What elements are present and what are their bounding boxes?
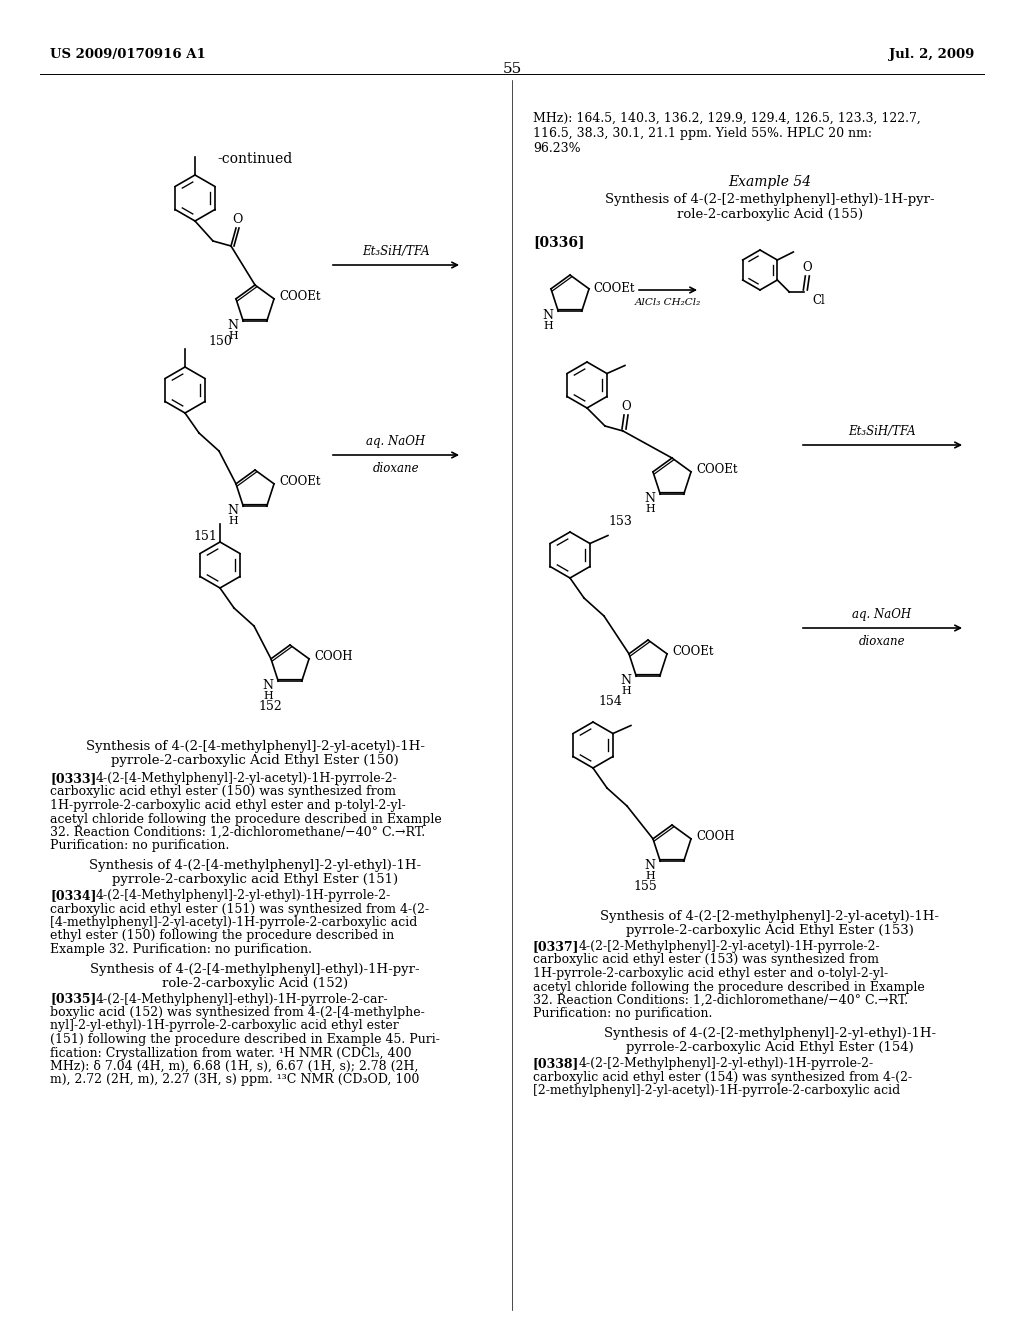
Text: 4-(2-[4-Methylphenyl]-ethyl)-1H-pyrrole-2-car-: 4-(2-[4-Methylphenyl]-ethyl)-1H-pyrrole-… xyxy=(96,993,389,1006)
Text: 155: 155 xyxy=(633,880,656,894)
Text: Synthesis of 4-(2-[2-methylphenyl]-2-yl-ethyl)-1H-: Synthesis of 4-(2-[2-methylphenyl]-2-yl-… xyxy=(604,1027,936,1040)
Text: N: N xyxy=(621,673,632,686)
Text: acetyl chloride following the procedure described in Example: acetyl chloride following the procedure … xyxy=(534,981,925,994)
Text: (151) following the procedure described in Example 45. Puri-: (151) following the procedure described … xyxy=(50,1034,440,1045)
Text: O: O xyxy=(803,261,812,275)
Text: H: H xyxy=(228,331,239,341)
Text: N: N xyxy=(645,491,655,504)
Text: AlCl₃ CH₂Cl₂: AlCl₃ CH₂Cl₂ xyxy=(635,298,701,308)
Text: dioxane: dioxane xyxy=(859,635,905,648)
Text: COOEt: COOEt xyxy=(593,282,635,296)
Text: Purification: no purification.: Purification: no purification. xyxy=(534,1007,713,1020)
Text: [4-methylphenyl]-2-yl-acetyl)-1H-pyrrole-2-carboxylic acid: [4-methylphenyl]-2-yl-acetyl)-1H-pyrrole… xyxy=(50,916,418,929)
Text: MHz): δ 7.04 (4H, m), 6.68 (1H, s), 6.67 (1H, s); 2.78 (2H,: MHz): δ 7.04 (4H, m), 6.68 (1H, s), 6.67… xyxy=(50,1060,419,1073)
Text: nyl]-2-yl-ethyl)-1H-pyrrole-2-carboxylic acid ethyl ester: nyl]-2-yl-ethyl)-1H-pyrrole-2-carboxylic… xyxy=(50,1019,398,1032)
Text: [2-methylphenyl]-2-yl-acetyl)-1H-pyrrole-2-carboxylic acid: [2-methylphenyl]-2-yl-acetyl)-1H-pyrrole… xyxy=(534,1084,900,1097)
Text: Synthesis of 4-(2-[4-methylphenyl]-2-yl-acetyl)-1H-: Synthesis of 4-(2-[4-methylphenyl]-2-yl-… xyxy=(85,741,425,752)
Text: carboxylic acid ethyl ester (151) was synthesized from 4-(2-: carboxylic acid ethyl ester (151) was sy… xyxy=(50,903,429,916)
Text: Jul. 2, 2009: Jul. 2, 2009 xyxy=(889,48,974,61)
Text: COOH: COOH xyxy=(314,651,352,664)
Text: 4-(2-[2-Methylphenyl]-2-yl-acetyl)-1H-pyrrole-2-: 4-(2-[2-Methylphenyl]-2-yl-acetyl)-1H-py… xyxy=(579,940,881,953)
Text: Synthesis of 4-(2-[4-methylphenyl]-2-yl-ethyl)-1H-: Synthesis of 4-(2-[4-methylphenyl]-2-yl-… xyxy=(89,859,421,873)
Text: 32. Reaction Conditions: 1,2-dichloromethane/−40° C.→RT.: 32. Reaction Conditions: 1,2-dichloromet… xyxy=(534,994,908,1007)
Text: COOH: COOH xyxy=(696,830,734,843)
Text: Synthesis of 4-(2-[2-methylphenyl]-2-yl-acetyl)-1H-: Synthesis of 4-(2-[2-methylphenyl]-2-yl-… xyxy=(600,909,939,923)
Text: 153: 153 xyxy=(608,515,632,528)
Text: dioxane: dioxane xyxy=(373,462,419,475)
Text: Et₃SiH/TFA: Et₃SiH/TFA xyxy=(362,246,430,257)
Text: aq. NaOH: aq. NaOH xyxy=(367,436,426,447)
Text: N: N xyxy=(227,318,239,331)
Text: N: N xyxy=(645,859,655,871)
Text: 116.5, 38.3, 30.1, 21.1 ppm. Yield 55%. HPLC 20 nm:: 116.5, 38.3, 30.1, 21.1 ppm. Yield 55%. … xyxy=(534,127,872,140)
Text: pyrrole-2-carboxylic acid Ethyl Ester (151): pyrrole-2-carboxylic acid Ethyl Ester (1… xyxy=(112,873,398,886)
Text: O: O xyxy=(231,213,243,226)
Text: 96.23%: 96.23% xyxy=(534,143,581,154)
Text: COOEt: COOEt xyxy=(696,463,737,477)
Text: Synthesis of 4-(2-[2-methylphenyl]-ethyl)-1H-pyr-: Synthesis of 4-(2-[2-methylphenyl]-ethyl… xyxy=(605,193,935,206)
Text: [0334]: [0334] xyxy=(50,888,96,902)
Text: MHz): 164.5, 140.3, 136.2, 129.9, 129.4, 126.5, 123.3, 122.7,: MHz): 164.5, 140.3, 136.2, 129.9, 129.4,… xyxy=(534,112,921,125)
Text: H: H xyxy=(544,321,553,331)
Text: [0337]: [0337] xyxy=(534,940,580,953)
Text: N: N xyxy=(263,678,273,692)
Text: Purification: no purification.: Purification: no purification. xyxy=(50,840,229,853)
Text: pyrrole-2-carboxylic Acid Ethyl Ester (154): pyrrole-2-carboxylic Acid Ethyl Ester (1… xyxy=(626,1041,913,1053)
Text: acetyl chloride following the procedure described in Example: acetyl chloride following the procedure … xyxy=(50,813,441,825)
Text: N: N xyxy=(227,504,239,516)
Text: 4-(2-[4-Methylphenyl]-2-yl-ethyl)-1H-pyrrole-2-: 4-(2-[4-Methylphenyl]-2-yl-ethyl)-1H-pyr… xyxy=(96,888,391,902)
Text: carboxylic acid ethyl ester (150) was synthesized from: carboxylic acid ethyl ester (150) was sy… xyxy=(50,785,396,799)
Text: role-2-carboxylic Acid (152): role-2-carboxylic Acid (152) xyxy=(162,977,348,990)
Text: ethyl ester (150) following the procedure described in: ethyl ester (150) following the procedur… xyxy=(50,929,394,942)
Text: H: H xyxy=(622,686,631,696)
Text: 4-(2-[4-Methylphenyl]-2-yl-acetyl)-1H-pyrrole-2-: 4-(2-[4-Methylphenyl]-2-yl-acetyl)-1H-py… xyxy=(96,772,397,785)
Text: 154: 154 xyxy=(598,696,622,708)
Text: Example 54: Example 54 xyxy=(728,176,812,189)
Text: 32. Reaction Conditions: 1,2-dichloromethane/−40° C.→RT.: 32. Reaction Conditions: 1,2-dichloromet… xyxy=(50,826,425,840)
Text: carboxylic acid ethyl ester (153) was synthesized from: carboxylic acid ethyl ester (153) was sy… xyxy=(534,953,879,966)
Text: COOEt: COOEt xyxy=(672,645,714,659)
Text: COOEt: COOEt xyxy=(279,475,321,488)
Text: pyrrole-2-carboxylic Acid Ethyl Ester (153): pyrrole-2-carboxylic Acid Ethyl Ester (1… xyxy=(626,924,914,937)
Text: H: H xyxy=(645,504,655,515)
Text: 152: 152 xyxy=(258,700,282,713)
Text: 55: 55 xyxy=(503,62,521,77)
Text: -continued: -continued xyxy=(217,152,293,166)
Text: US 2009/0170916 A1: US 2009/0170916 A1 xyxy=(50,48,206,61)
Text: Cl: Cl xyxy=(812,294,825,308)
Text: O: O xyxy=(622,400,631,413)
Text: COOEt: COOEt xyxy=(279,290,321,304)
Text: [0336]: [0336] xyxy=(534,235,585,249)
Text: role-2-carboxylic Acid (155): role-2-carboxylic Acid (155) xyxy=(677,209,863,220)
Text: N: N xyxy=(543,309,554,322)
Text: Synthesis of 4-(2-[4-methylphenyl]-ethyl)-1H-pyr-: Synthesis of 4-(2-[4-methylphenyl]-ethyl… xyxy=(90,962,420,975)
Text: 1H-pyrrole-2-carboxylic acid ethyl ester and p-tolyl-2-yl-: 1H-pyrrole-2-carboxylic acid ethyl ester… xyxy=(50,799,406,812)
Text: [0338]: [0338] xyxy=(534,1057,580,1071)
Text: H: H xyxy=(228,516,239,527)
Text: [0335]: [0335] xyxy=(50,993,96,1006)
Text: Example 32. Purification: no purification.: Example 32. Purification: no purificatio… xyxy=(50,942,312,956)
Text: m), 2.72 (2H, m), 2.27 (3H, s) ppm. ¹³C NMR (CD₃OD, 100: m), 2.72 (2H, m), 2.27 (3H, s) ppm. ¹³C … xyxy=(50,1073,420,1086)
Text: H: H xyxy=(263,692,273,701)
Text: 150: 150 xyxy=(208,335,232,348)
Text: 1H-pyrrole-2-carboxylic acid ethyl ester and o-tolyl-2-yl-: 1H-pyrrole-2-carboxylic acid ethyl ester… xyxy=(534,968,888,979)
Text: Et₃SiH/TFA: Et₃SiH/TFA xyxy=(848,425,915,438)
Text: aq. NaOH: aq. NaOH xyxy=(852,609,911,620)
Text: 4-(2-[2-Methylphenyl]-2-yl-ethyl)-1H-pyrrole-2-: 4-(2-[2-Methylphenyl]-2-yl-ethyl)-1H-pyr… xyxy=(579,1057,874,1071)
Text: carboxylic acid ethyl ester (154) was synthesized from 4-(2-: carboxylic acid ethyl ester (154) was sy… xyxy=(534,1071,912,1084)
Text: boxylic acid (152) was synthesized from 4-(2-[4-methylphe-: boxylic acid (152) was synthesized from … xyxy=(50,1006,425,1019)
Text: H: H xyxy=(645,871,655,882)
Text: [0333]: [0333] xyxy=(50,772,96,785)
Text: 151: 151 xyxy=(194,531,217,543)
Text: fication: Crystallization from water. ¹H NMR (CDCl₃, 400: fication: Crystallization from water. ¹H… xyxy=(50,1047,412,1060)
Text: pyrrole-2-carboxylic Acid Ethyl Ester (150): pyrrole-2-carboxylic Acid Ethyl Ester (1… xyxy=(112,754,399,767)
